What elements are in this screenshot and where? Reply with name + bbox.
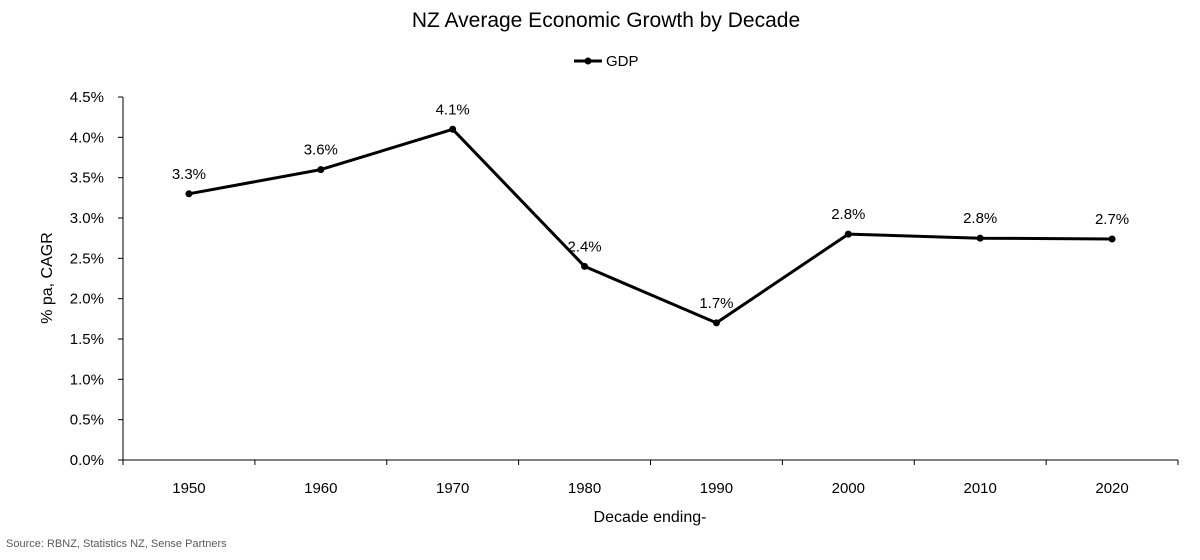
x-tick-label: 1950	[172, 480, 205, 497]
x-tick-label: 2020	[1095, 480, 1128, 497]
data-label-gdp-2000: 2.8%	[831, 206, 865, 223]
y-tick-label: 2.0%	[70, 291, 104, 308]
legend-marker-gdp	[584, 57, 592, 65]
data-point-gdp-2020	[1108, 235, 1116, 243]
data-label-gdp-1970: 4.1%	[436, 101, 470, 118]
y-tick-label: 3.0%	[70, 210, 104, 227]
data-label-gdp-1990: 1.7%	[699, 295, 733, 312]
x-axis: 1950 1960 1970 1980 1990 2000 2010 2020	[122, 459, 1179, 497]
y-tick-label: 0.0%	[70, 452, 104, 469]
series-gdp: 3.3% 3.6% 4.1% 2.4% 1.7% 2.8% 2.8% 2.7%	[172, 101, 1129, 327]
data-point-gdp-2010	[976, 234, 984, 242]
data-point-gdp-1950	[185, 190, 193, 198]
legend: GDP	[574, 53, 639, 70]
series-line-gdp	[188, 127, 1113, 325]
data-label-gdp-1980: 2.4%	[567, 238, 601, 255]
data-point-gdp-2000	[844, 230, 852, 238]
x-tick-label: 1960	[304, 480, 337, 497]
data-label-gdp-2010: 2.8%	[963, 210, 997, 227]
data-label-gdp-2020: 2.7%	[1095, 211, 1129, 228]
source-note: Source: RBNZ, Statistics NZ, Sense Partn…	[6, 538, 227, 550]
x-tick-label: 2000	[832, 480, 865, 497]
y-axis: 0.0% 0.5% 1.0% 1.5% 2.0% 2.5% 3.0% 3.5% 4.0% 4.5%	[70, 89, 124, 469]
y-tick-label: 4.0%	[70, 129, 104, 146]
data-point-gdp-1960	[317, 166, 325, 174]
y-axis-title: % pa, CAGR	[39, 232, 56, 324]
data-label-gdp-1960: 3.6%	[304, 142, 338, 159]
y-tick-label: 1.0%	[70, 371, 104, 388]
x-tick-label: 2010	[964, 480, 997, 497]
x-tick-label: 1990	[700, 480, 733, 497]
x-tick-label: 1980	[568, 480, 601, 497]
y-tick-label: 4.5%	[70, 89, 104, 106]
x-tick-label: 1970	[436, 480, 469, 497]
data-label-gdp-1950: 3.3%	[172, 166, 206, 183]
y-tick-label: 0.5%	[70, 412, 104, 429]
y-tick-label: 3.5%	[70, 170, 104, 187]
chart-title: NZ Average Economic Growth by Decade	[412, 9, 800, 32]
data-point-gdp-1980	[581, 262, 589, 270]
legend-label-gdp: GDP	[606, 53, 639, 70]
y-tick-label: 2.5%	[70, 250, 104, 267]
data-point-gdp-1970	[449, 125, 457, 133]
y-tick-label: 1.5%	[70, 331, 104, 348]
x-axis-title: Decade ending-	[594, 509, 707, 526]
data-point-gdp-1990	[712, 319, 720, 327]
